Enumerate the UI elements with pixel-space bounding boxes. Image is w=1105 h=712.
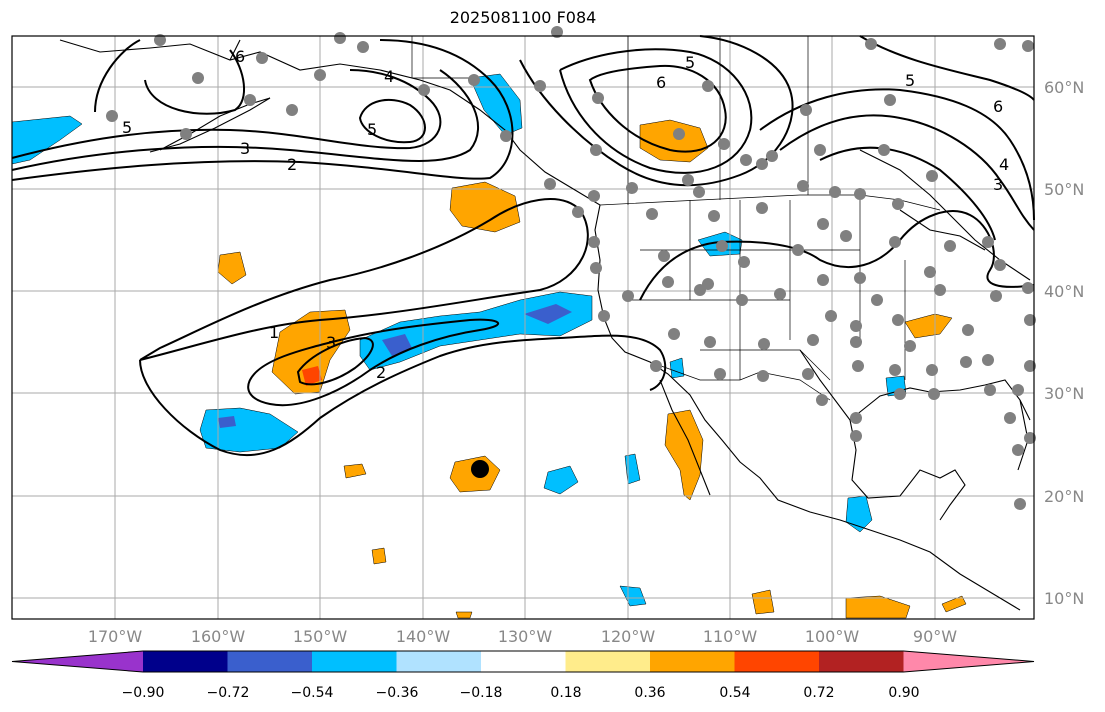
map-border xyxy=(11,35,1035,620)
anomaly-blob-positive xyxy=(664,409,704,501)
colorbar-outline xyxy=(11,650,1035,673)
colorbar-tick-label: −0.72 xyxy=(207,685,250,701)
lat-tick: 10°N xyxy=(1044,589,1084,608)
contour-label: 4 xyxy=(999,155,1009,174)
colorbar-segment xyxy=(565,651,651,672)
lon-tick: 130°W xyxy=(498,627,553,646)
lon-tick: 140°W xyxy=(396,627,451,646)
map-title: 2025081100 F084 xyxy=(449,8,597,27)
anomaly-blob-negative xyxy=(469,73,523,136)
contour-label: 6 xyxy=(656,73,666,92)
colorbar-segment xyxy=(481,651,566,672)
anomaly-blob-strong-positive xyxy=(302,366,322,386)
lon-tick: 170°W xyxy=(88,627,143,646)
storm-center-marker xyxy=(471,460,489,478)
lat-tick: 60°N xyxy=(1044,78,1084,97)
colorbar-extend-low xyxy=(12,651,143,672)
anomaly-blob-positive xyxy=(845,595,911,619)
contour-label: 5 xyxy=(367,120,377,139)
political-borders xyxy=(411,36,941,401)
contour-label: 6 xyxy=(993,97,1003,116)
contour-label: 3 xyxy=(993,175,1003,194)
colorbar-tick-label: 0.36 xyxy=(634,685,665,701)
anomaly-blob-positive xyxy=(271,309,351,395)
colorbar-tick-label: −0.18 xyxy=(460,685,503,701)
colorbar-tick-label: 0.18 xyxy=(550,685,581,701)
anomaly-blob-positive xyxy=(904,313,953,339)
lat-tick: 50°N xyxy=(1044,180,1084,199)
lon-tick: 160°W xyxy=(191,627,246,646)
colorbar-tick-label: −0.90 xyxy=(122,685,165,701)
anomaly-blob-positive xyxy=(449,181,521,233)
anomaly-blob-positive xyxy=(941,595,967,613)
lon-tick: 90°W xyxy=(913,627,957,646)
contour-label: 2 xyxy=(376,363,386,382)
lat-tick: 20°N xyxy=(1044,487,1084,506)
latitude-axis: 60°N 50°N 40°N 30°N 20°N 10°N xyxy=(1044,78,1084,608)
contour-label: 5 xyxy=(905,71,915,90)
contour-label: 5 xyxy=(122,118,132,137)
contour-label: 4 xyxy=(384,67,394,86)
colorbar-segment xyxy=(312,651,397,672)
contour-labels: 6 5 4 5 3 2 5 6 5 6 4 3 1 3 2 xyxy=(122,47,1009,382)
anomaly-blob-positive xyxy=(455,611,473,619)
lon-tick: 110°W xyxy=(703,627,758,646)
longitude-axis: 170°W 160°W 150°W 140°W 130°W 120°W 110°… xyxy=(88,627,957,646)
colorbar-tick-label: 0.90 xyxy=(888,685,919,701)
contour-label: 3 xyxy=(240,139,250,158)
contour-label: 3 xyxy=(326,333,336,352)
contour-label: 5 xyxy=(685,53,695,72)
anomaly-blob-negative xyxy=(619,585,647,607)
anomaly-blob-positive xyxy=(751,589,775,615)
colorbar-ticks: −0.90 −0.72 −0.54 −0.36 −0.18 0.18 0.36 … xyxy=(122,685,920,701)
anomaly-blob-strong-negative xyxy=(524,304,572,324)
contour-label: 1 xyxy=(269,323,279,342)
colorbar-segment xyxy=(819,651,904,672)
lat-tick: 30°N xyxy=(1044,384,1084,403)
colorbar-segment xyxy=(734,651,820,672)
map-panel: 6 5 4 5 3 2 5 6 5 6 4 3 1 3 2 xyxy=(11,26,1036,620)
lon-tick: 100°W xyxy=(805,627,860,646)
station-markers xyxy=(106,26,1036,510)
colorbar-tick-label: 0.54 xyxy=(719,685,750,701)
contour-label: 2 xyxy=(287,155,297,174)
anomaly-blob-negative xyxy=(543,465,579,495)
colorbar-segment xyxy=(227,651,313,672)
lat-tick: 40°N xyxy=(1044,282,1084,301)
colorbar xyxy=(11,650,1035,673)
anomaly-blob-positive xyxy=(371,547,387,565)
colorbar-tick-label: −0.54 xyxy=(291,685,334,701)
lon-tick: 120°W xyxy=(601,627,656,646)
colorbar-segment xyxy=(396,651,482,672)
anomaly-blob-positive xyxy=(343,463,367,479)
colorbar-tick-label: 0.72 xyxy=(803,685,834,701)
anomaly-blob-strong-negative xyxy=(218,416,236,428)
colorbar-segment xyxy=(143,651,228,672)
colorbar-extend-high xyxy=(903,651,1034,672)
colorbar-segment xyxy=(650,651,735,672)
colorbar-tick-label: −0.36 xyxy=(376,685,419,701)
anomaly-blob-negative xyxy=(624,453,641,485)
contour-label: 6 xyxy=(235,47,245,66)
lon-tick: 150°W xyxy=(293,627,348,646)
